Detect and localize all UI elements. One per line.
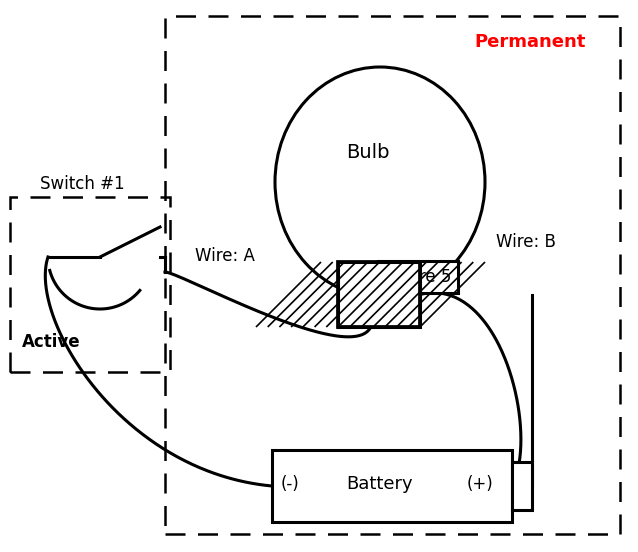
Text: Figure 5: Figure 5 bbox=[385, 268, 451, 286]
Text: Wire: B: Wire: B bbox=[496, 233, 556, 251]
Bar bbox=[512, 462, 532, 510]
Text: Permanent: Permanent bbox=[474, 33, 586, 51]
Text: Battery: Battery bbox=[346, 475, 413, 493]
Text: Bulb: Bulb bbox=[346, 142, 390, 162]
Bar bbox=[338, 262, 420, 327]
Text: (+): (+) bbox=[466, 475, 493, 493]
Text: Switch #1: Switch #1 bbox=[40, 175, 124, 193]
Text: Active: Active bbox=[22, 333, 80, 351]
Text: Wire: A: Wire: A bbox=[195, 247, 255, 265]
Text: (-): (-) bbox=[281, 475, 299, 493]
Ellipse shape bbox=[275, 67, 485, 297]
Bar bbox=[338, 262, 420, 327]
Bar bbox=[272, 450, 512, 522]
